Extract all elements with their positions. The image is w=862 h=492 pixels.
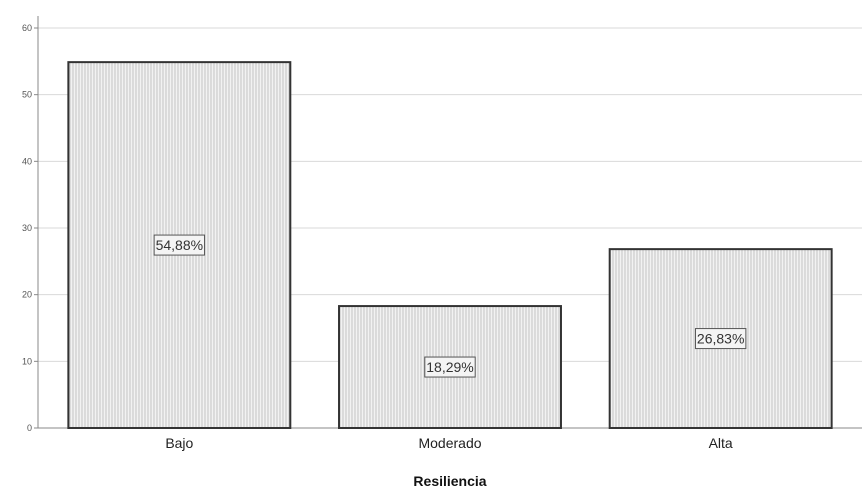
y-tick-label: 30 xyxy=(22,223,32,233)
data-label: 26,83% xyxy=(697,331,744,347)
data-label-box xyxy=(694,328,747,350)
data-labels: 54,88% 18,29% 26,83% xyxy=(153,234,747,378)
y-tick-label: 20 xyxy=(22,290,32,300)
data-label: 54,88% xyxy=(156,237,203,253)
y-tick-label: 50 xyxy=(22,90,32,100)
x-category-label: Moderado xyxy=(418,435,481,451)
x-category-label: Alta xyxy=(709,435,733,451)
data-label-box xyxy=(424,356,476,378)
y-tick-label: 10 xyxy=(22,356,32,366)
y-tick-label: 40 xyxy=(22,156,32,166)
y-tick-label: 60 xyxy=(22,23,32,33)
data-label: 18,29% xyxy=(426,359,473,375)
y-tick-label: 0 xyxy=(27,423,32,433)
data-label-box xyxy=(153,234,206,256)
x-axis-title: Resiliencia xyxy=(413,473,486,489)
x-category-label: Bajo xyxy=(165,435,193,451)
